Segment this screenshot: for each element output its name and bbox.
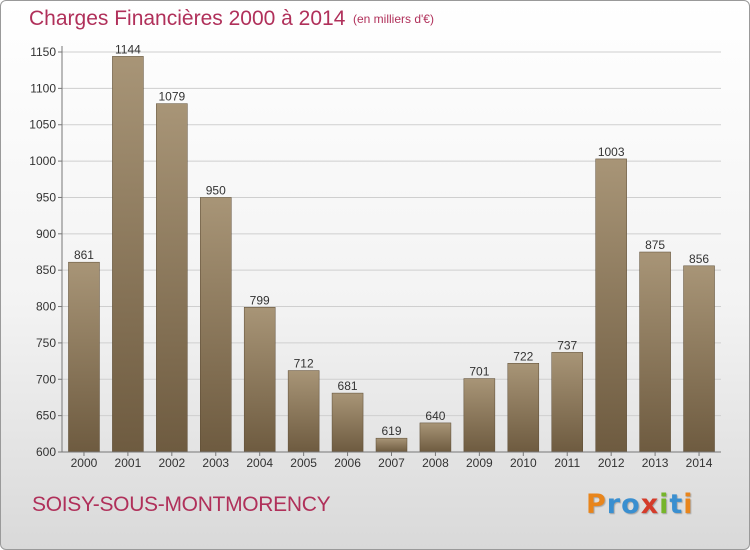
chart-subtitle: (en milliers d'€) [353, 12, 434, 26]
data-label: 1144 [115, 42, 141, 56]
bars [68, 56, 715, 453]
y-tick-label: 1000 [29, 154, 56, 168]
y-tick-label: 1100 [30, 81, 56, 95]
bar [68, 261, 100, 453]
bar [595, 158, 627, 453]
bar [156, 103, 188, 453]
x-tick-label: 2014 [686, 456, 713, 470]
logo-letter: i [683, 489, 694, 520]
y-tick-label: 1150 [30, 45, 56, 59]
data-label: 619 [381, 424, 401, 438]
bar [463, 378, 496, 453]
data-label: 950 [206, 183, 226, 197]
x-tick-label: 2012 [598, 456, 625, 470]
x-tick-label: 2006 [334, 456, 361, 470]
x-tick-label: 2011 [554, 456, 580, 470]
bar [419, 422, 452, 453]
data-label: 875 [645, 238, 665, 252]
bar [639, 251, 671, 453]
data-label: 737 [557, 338, 577, 352]
data-label: 856 [689, 252, 709, 266]
logo-letter: o [621, 489, 641, 520]
logo-letter: r [606, 489, 622, 520]
y-tick-label: 950 [36, 190, 56, 204]
proxiti-logo[interactable]: Proxiti [586, 489, 694, 520]
x-tick-label: 2009 [466, 456, 493, 470]
x-tick-label: 2008 [422, 456, 449, 470]
x-tick-label: 2007 [378, 456, 405, 470]
logo-letter: x [640, 489, 660, 520]
x-tick-label: 2000 [71, 456, 98, 470]
x-tick-label: 2001 [115, 456, 142, 470]
y-tick-label: 600 [36, 445, 56, 459]
axes: 600 650 700 750 800 850 900 950 1000 1050 1100 1150 [29, 45, 721, 459]
x-tick-label: 2005 [290, 456, 317, 470]
data-label: 722 [513, 349, 533, 363]
y-tick-label: 650 [36, 409, 56, 423]
data-label: 640 [425, 409, 445, 423]
y-tick-label: 700 [36, 372, 56, 386]
x-tick-label: 2010 [510, 456, 537, 470]
labels: 861 2000 1144 2001 1079 2002 950 2003 799 2004 712… [71, 42, 713, 470]
chart-title: Charges Financières 2000 à 2014 [29, 7, 346, 30]
bar [375, 437, 408, 453]
data-label: 799 [250, 293, 270, 307]
bar [507, 363, 540, 453]
x-tick-label: 2013 [642, 456, 669, 470]
bar [200, 197, 232, 453]
data-label: 712 [294, 357, 314, 371]
data-label: 1079 [158, 90, 185, 104]
x-tick-label: 2003 [202, 456, 229, 470]
data-label: 1003 [598, 145, 625, 159]
y-tick-label: 1050 [29, 118, 56, 132]
bar [243, 307, 276, 453]
bar [551, 352, 583, 453]
logo-letter: P [586, 489, 607, 520]
y-tick-label: 900 [36, 227, 56, 241]
y-tick-label: 800 [36, 300, 56, 314]
bar [331, 392, 364, 453]
data-label: 861 [74, 248, 94, 262]
logo-letter: t [669, 489, 684, 520]
logo-letter: i [659, 489, 670, 520]
y-tick-label: 750 [36, 336, 56, 350]
data-label: 701 [469, 365, 489, 379]
data-label: 681 [338, 379, 358, 393]
bar [287, 370, 320, 453]
x-tick-label: 2002 [158, 456, 185, 470]
bar [683, 265, 715, 453]
bar [112, 56, 144, 453]
commune-name: SOISY-SOUS-MONTMORENCY [32, 493, 331, 516]
x-tick-label: 2004 [246, 456, 273, 470]
y-tick-label: 850 [36, 263, 56, 277]
